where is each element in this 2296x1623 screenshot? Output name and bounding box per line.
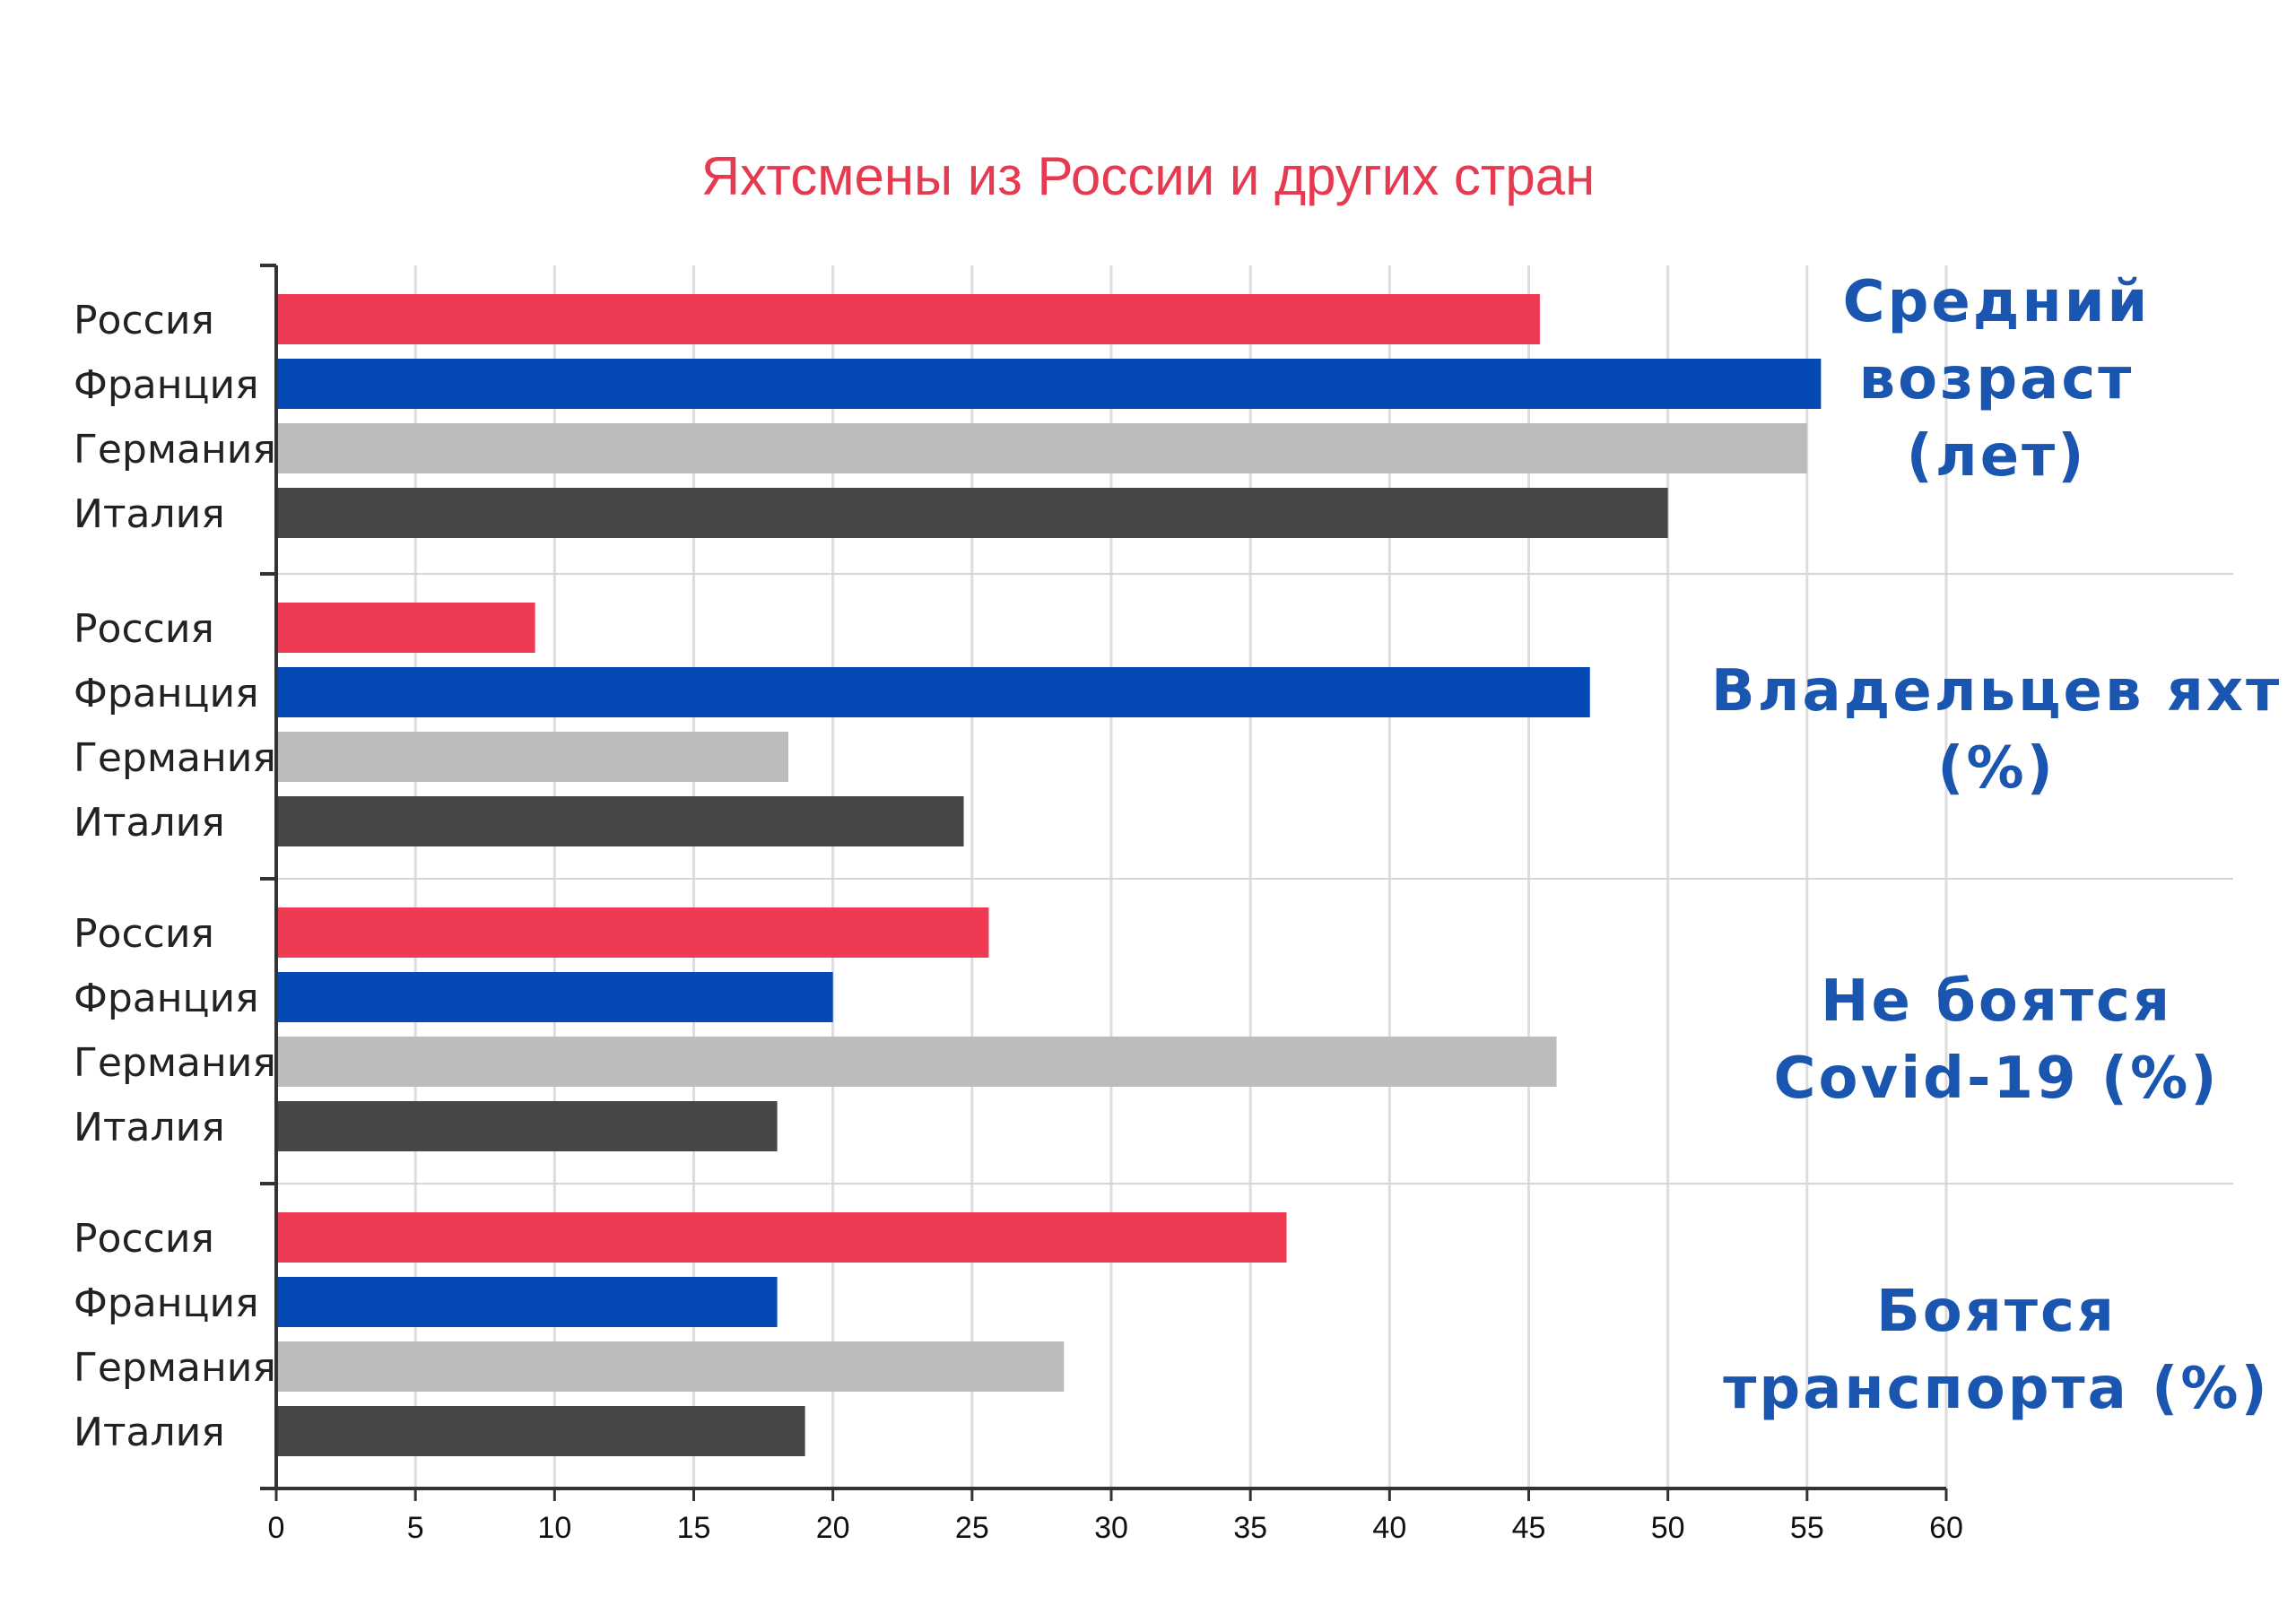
x-tick-label: 5 bbox=[407, 1511, 424, 1545]
category-label: Италия bbox=[74, 1410, 225, 1455]
group-label: Не боятся bbox=[1821, 968, 2172, 1035]
category-label: Россия bbox=[74, 1216, 214, 1262]
category-label: Германия bbox=[74, 1040, 276, 1086]
group-label: Владельцев яхт bbox=[1711, 658, 2282, 725]
bar bbox=[276, 359, 1822, 409]
group-label: (лет) bbox=[1907, 423, 2087, 490]
group-label: Средний bbox=[1843, 269, 2151, 335]
chart-title: Яхтсмены из России и других стран bbox=[700, 146, 1596, 206]
bars bbox=[276, 294, 1822, 1456]
category-label: Россия bbox=[74, 298, 214, 343]
bar bbox=[276, 1037, 1557, 1087]
x-tick-label: 40 bbox=[1372, 1511, 1406, 1545]
category-label: Россия bbox=[74, 911, 214, 957]
category-label: Германия bbox=[74, 1345, 276, 1391]
bar bbox=[276, 1341, 1065, 1392]
category-label: Германия bbox=[74, 735, 276, 781]
x-tick-label: 0 bbox=[268, 1511, 285, 1545]
group-labels: Средний возраст (лет) Владельцев яхт (%) Не б… bbox=[1711, 269, 2282, 1422]
category-label: Германия bbox=[74, 427, 276, 473]
x-tick-label: 10 bbox=[537, 1511, 571, 1545]
category-label: Италия bbox=[74, 1105, 225, 1150]
category-label: Франция bbox=[74, 362, 259, 408]
category-labels: Россия Франция Германия Италия Россия Франция… bbox=[74, 298, 276, 1455]
category-label: Италия bbox=[74, 491, 225, 537]
bar bbox=[276, 907, 989, 958]
bar bbox=[276, 423, 1807, 473]
bar bbox=[276, 1277, 778, 1327]
bar bbox=[276, 972, 833, 1022]
group-label: (%) bbox=[1937, 735, 2056, 802]
x-axis-ticks: 0 5 10 15 20 25 30 35 40 45 50 55 60 bbox=[268, 1488, 1963, 1545]
bar bbox=[276, 667, 1590, 717]
group-label: транспорта (%) bbox=[1723, 1356, 2269, 1422]
x-tick-label: 35 bbox=[1233, 1511, 1267, 1545]
group-label: Боятся bbox=[1876, 1279, 2117, 1345]
category-label: Франция bbox=[74, 976, 259, 1021]
category-label: Франция bbox=[74, 671, 259, 716]
group-label: возраст bbox=[1859, 346, 2135, 412]
x-tick-label: 55 bbox=[1790, 1511, 1824, 1545]
bar bbox=[276, 488, 1668, 538]
x-tick-label: 20 bbox=[816, 1511, 850, 1545]
bar bbox=[276, 1406, 805, 1456]
bar bbox=[276, 294, 1540, 344]
group-separators bbox=[260, 264, 2233, 1490]
group-label: Covid-19 (%) bbox=[1774, 1046, 2220, 1112]
bar bbox=[276, 603, 535, 653]
x-tick-label: 50 bbox=[1651, 1511, 1685, 1545]
category-label: Италия bbox=[74, 800, 225, 846]
x-tick-label: 60 bbox=[1929, 1511, 1963, 1545]
x-tick-label: 25 bbox=[955, 1511, 989, 1545]
bar bbox=[276, 1101, 778, 1151]
category-label: Россия bbox=[74, 606, 214, 652]
x-tick-label: 15 bbox=[677, 1511, 711, 1545]
bar bbox=[276, 1212, 1287, 1263]
bar bbox=[276, 796, 964, 846]
x-tick-label: 45 bbox=[1512, 1511, 1546, 1545]
bar bbox=[276, 732, 789, 782]
x-tick-label: 30 bbox=[1094, 1511, 1128, 1545]
category-label: Франция bbox=[74, 1280, 259, 1326]
